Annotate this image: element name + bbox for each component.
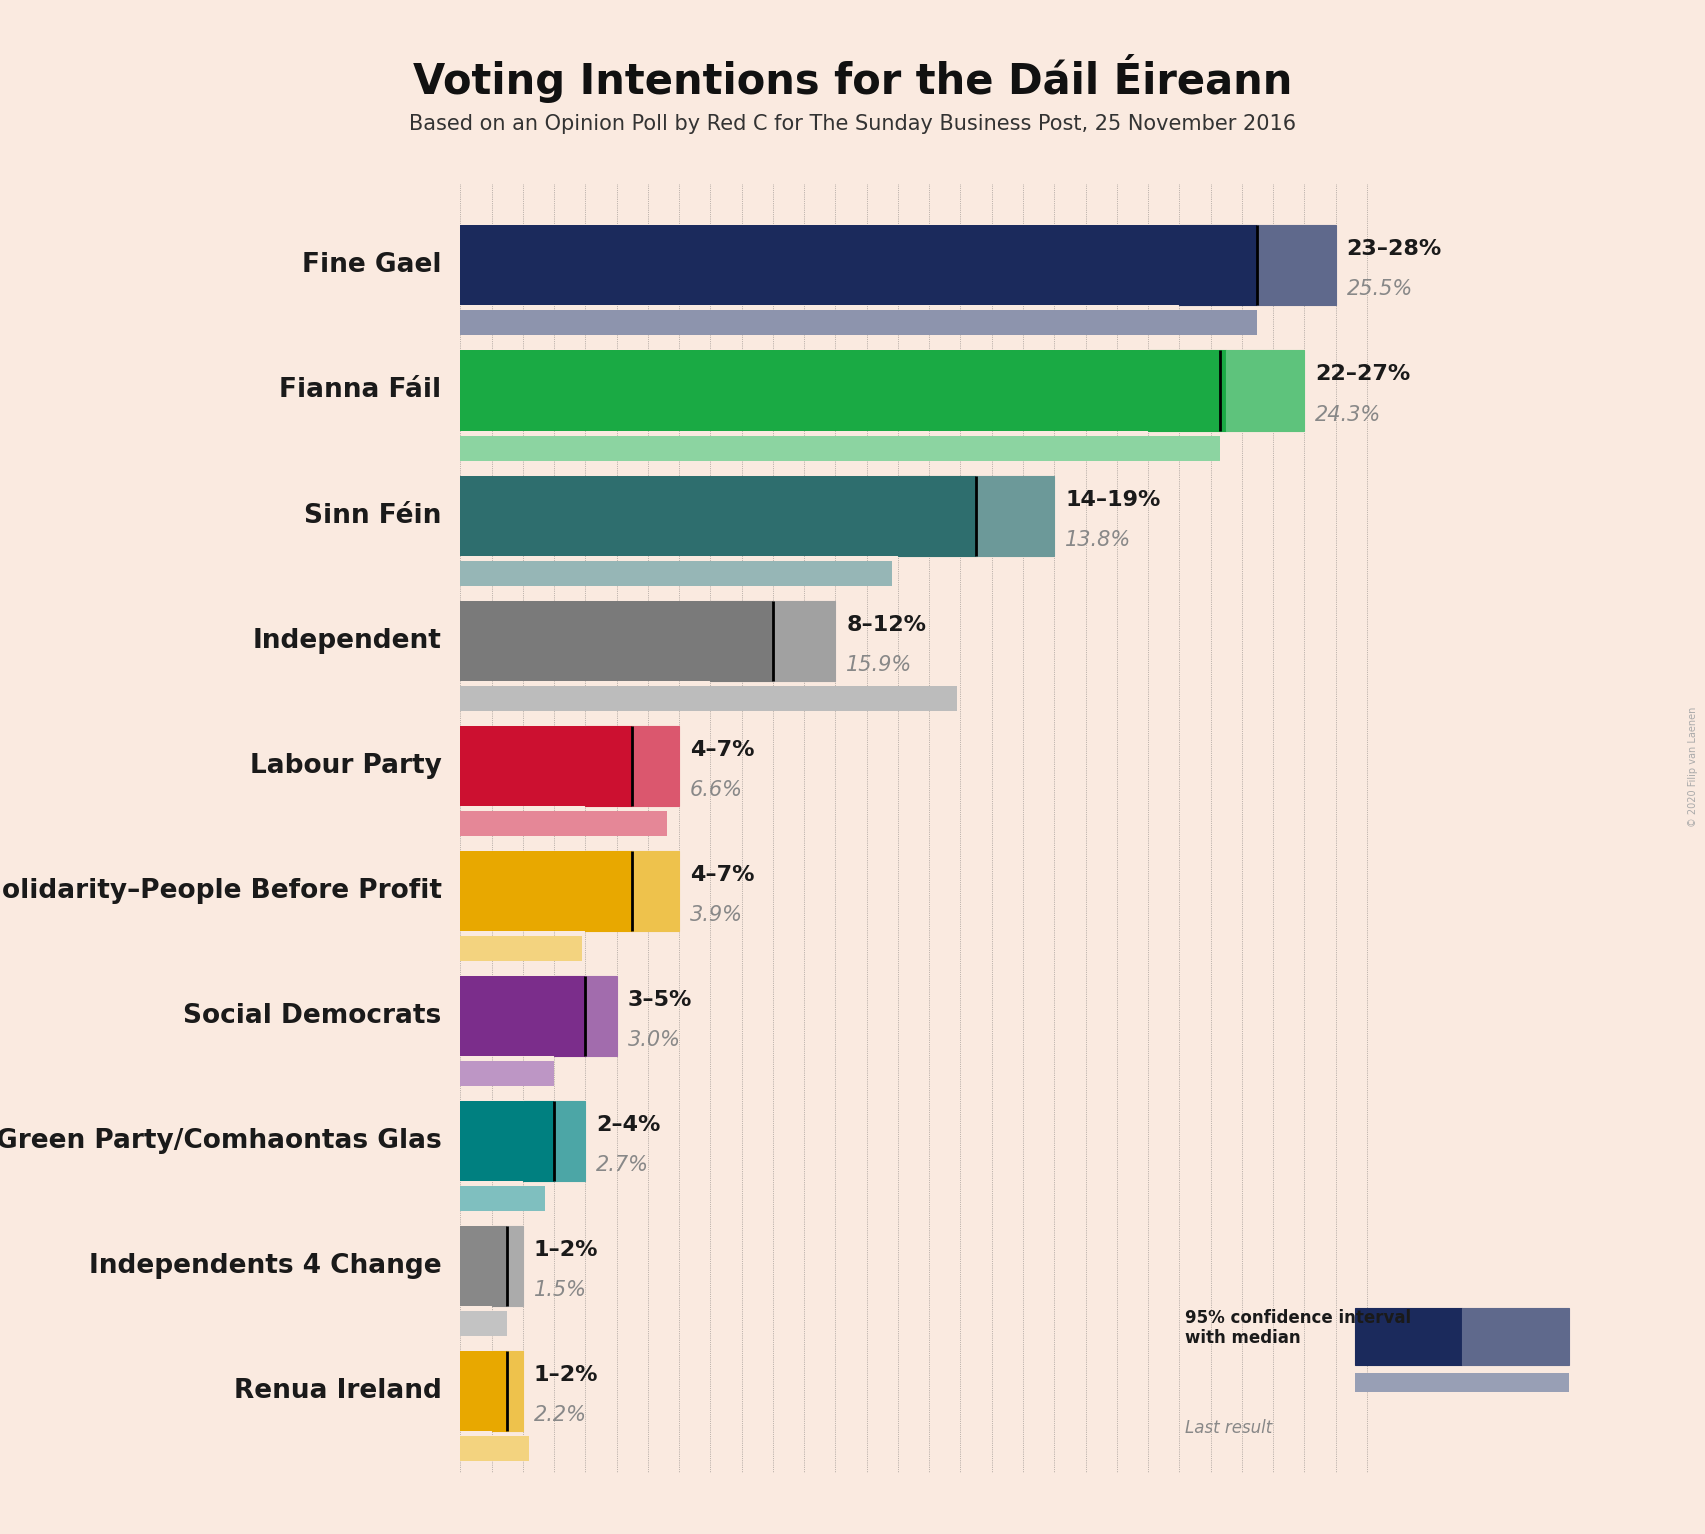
- Bar: [1355, 1373, 1569, 1393]
- Bar: [491, 1226, 508, 1307]
- Bar: [1258, 225, 1335, 305]
- Text: 3–5%: 3–5%: [627, 989, 692, 1009]
- Bar: [554, 1101, 585, 1181]
- Text: Independent: Independent: [252, 627, 442, 653]
- Text: 13.8%: 13.8%: [1066, 529, 1132, 549]
- Bar: [460, 726, 585, 805]
- Text: © 2020 Filip van Laenen: © 2020 Filip van Laenen: [1688, 707, 1698, 827]
- Bar: [711, 601, 772, 681]
- Bar: [899, 476, 975, 555]
- Bar: [633, 726, 679, 805]
- Text: 1.5%: 1.5%: [534, 1281, 587, 1301]
- Bar: [491, 1351, 508, 1431]
- Text: 14–19%: 14–19%: [1066, 489, 1161, 509]
- Text: 95% confidence interval
with median: 95% confidence interval with median: [1185, 1309, 1412, 1347]
- Bar: [460, 476, 899, 555]
- Bar: [460, 1101, 523, 1181]
- Bar: [460, 851, 585, 931]
- Text: Voting Intentions for the Dáil Éireann: Voting Intentions for the Dáil Éireann: [413, 54, 1292, 103]
- Text: Renua Ireland: Renua Ireland: [234, 1379, 442, 1404]
- Bar: [772, 601, 835, 681]
- Bar: [460, 560, 892, 586]
- Text: Green Party/Comhaontas Glas: Green Party/Comhaontas Glas: [0, 1127, 442, 1154]
- Text: 8–12%: 8–12%: [846, 615, 926, 635]
- Text: Fianna Fáil: Fianna Fáil: [280, 377, 442, 403]
- Text: 25.5%: 25.5%: [1347, 279, 1413, 299]
- Text: 15.9%: 15.9%: [846, 655, 912, 675]
- Text: Last result: Last result: [1185, 1419, 1272, 1437]
- Text: 2.2%: 2.2%: [534, 1405, 587, 1425]
- Bar: [1147, 350, 1226, 431]
- Bar: [1355, 1307, 1461, 1365]
- Text: 1–2%: 1–2%: [534, 1365, 598, 1385]
- Bar: [1461, 1307, 1569, 1365]
- Bar: [460, 350, 1147, 431]
- Bar: [460, 1062, 554, 1086]
- Text: 2–4%: 2–4%: [597, 1115, 662, 1135]
- Text: 2.7%: 2.7%: [597, 1155, 650, 1175]
- Text: 22–27%: 22–27%: [1315, 365, 1410, 385]
- Bar: [460, 811, 667, 836]
- Bar: [460, 225, 1180, 305]
- Bar: [523, 1101, 554, 1181]
- Bar: [460, 1186, 546, 1212]
- Bar: [1180, 225, 1258, 305]
- Bar: [460, 436, 1221, 460]
- Bar: [460, 1312, 508, 1336]
- Bar: [460, 1436, 529, 1462]
- Text: 4–7%: 4–7%: [691, 865, 755, 885]
- Text: Solidarity–People Before Profit: Solidarity–People Before Profit: [0, 877, 442, 904]
- Bar: [460, 936, 583, 960]
- Text: 3.9%: 3.9%: [691, 905, 743, 925]
- Text: 1–2%: 1–2%: [534, 1239, 598, 1261]
- Bar: [585, 851, 633, 931]
- Text: Social Democrats: Social Democrats: [184, 1003, 442, 1029]
- Bar: [585, 726, 633, 805]
- Bar: [460, 310, 1258, 336]
- Text: Labour Party: Labour Party: [249, 753, 442, 779]
- Bar: [1226, 350, 1304, 431]
- Bar: [460, 686, 958, 710]
- Bar: [585, 976, 617, 1055]
- Bar: [633, 851, 679, 931]
- Text: Fine Gael: Fine Gael: [302, 253, 442, 278]
- Text: Independents 4 Change: Independents 4 Change: [89, 1253, 442, 1279]
- Bar: [460, 1351, 491, 1431]
- Bar: [460, 976, 554, 1055]
- Bar: [460, 1226, 491, 1307]
- Bar: [460, 601, 711, 681]
- Text: Sinn Féin: Sinn Féin: [303, 503, 442, 529]
- Text: 4–7%: 4–7%: [691, 739, 755, 759]
- Text: 24.3%: 24.3%: [1315, 405, 1381, 425]
- Bar: [975, 476, 1054, 555]
- Text: 3.0%: 3.0%: [627, 1029, 680, 1051]
- Text: Based on an Opinion Poll by Red C for The Sunday Business Post, 25 November 2016: Based on an Opinion Poll by Red C for Th…: [409, 114, 1296, 133]
- Text: 23–28%: 23–28%: [1347, 239, 1442, 259]
- Text: 6.6%: 6.6%: [691, 779, 743, 799]
- Bar: [554, 976, 585, 1055]
- Bar: [508, 1226, 523, 1307]
- Bar: [508, 1351, 523, 1431]
